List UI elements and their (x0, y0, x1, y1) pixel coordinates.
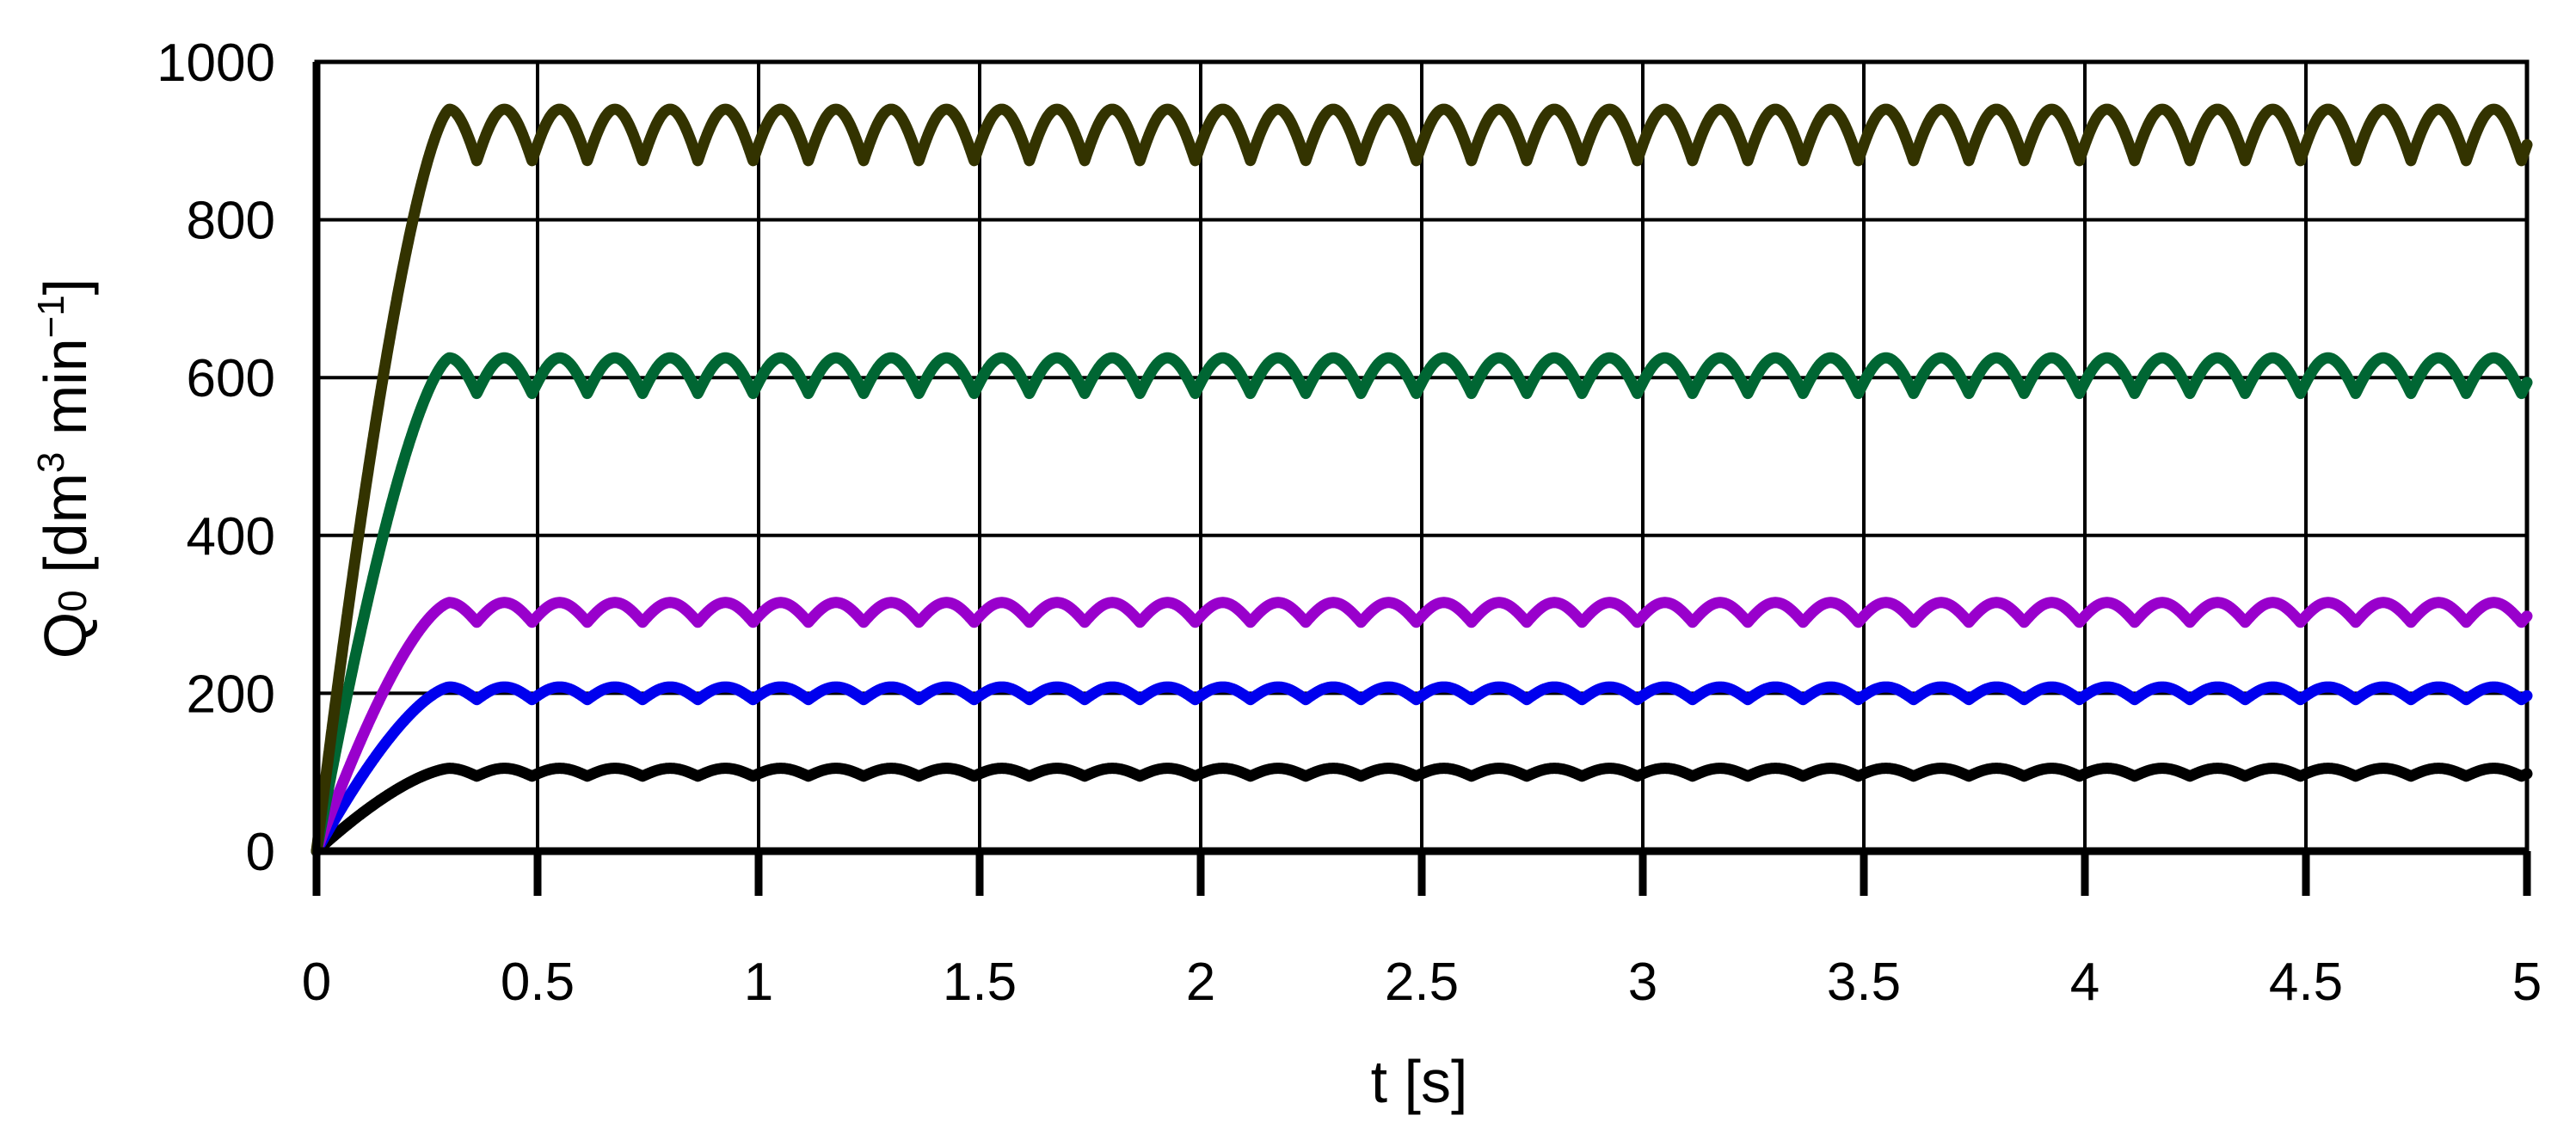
series-line-3 (310, 597, 2533, 857)
y-tick-label: 0 (246, 823, 275, 882)
x-tick-label: 3 (1628, 953, 1657, 1012)
y-axis-title-mid: min (32, 338, 99, 451)
x-tick-labels: 0 0.5 1 1.5 2 2.5 3 3.5 4 4.5 5 (302, 953, 2542, 1012)
y-tick-labels: 0 200 400 600 800 1000 (157, 34, 275, 882)
series-group (310, 103, 2533, 857)
y-axis-title-main: Q (32, 612, 99, 659)
y-axis-title-superscript-2: −1 (30, 295, 72, 338)
y-tick-label: 400 (187, 507, 275, 567)
series-line-4 (310, 352, 2533, 857)
y-axis-title-superscript-1: 3 (30, 452, 72, 473)
y-tick-label: 1000 (157, 34, 275, 93)
x-tick-label: 2 (1186, 953, 1215, 1012)
x-tick-label: 1.5 (943, 953, 1017, 1012)
y-axis-title-bracket-close: ] (32, 279, 99, 295)
grid (314, 59, 2530, 854)
y-tick-label: 600 (187, 349, 275, 408)
x-tick-label: 4 (2070, 953, 2100, 1012)
series-line-1 (310, 763, 2533, 857)
x-tick-label: 4.5 (2269, 953, 2343, 1012)
y-axis-title-bracket-open: [dm (32, 473, 99, 590)
y-axis-title-subscript: 0 (50, 590, 95, 612)
axes (312, 62, 2531, 896)
x-tick-label: 1 (744, 953, 773, 1012)
x-tick-label: 3.5 (1827, 953, 1901, 1012)
y-axis-title: Q0 [dm3 min−1] (30, 279, 99, 659)
x-tick-label: 0 (302, 953, 331, 1012)
y-tick-label: 800 (187, 192, 275, 251)
x-tick-label: 5 (2512, 953, 2542, 1012)
x-axis-title: t [s] (1371, 1048, 1468, 1115)
y-tick-label: 200 (187, 665, 275, 724)
series-line-5 (310, 103, 2533, 857)
series-line-2 (310, 681, 2533, 857)
x-tick-label: 2.5 (1385, 953, 1459, 1012)
x-tick-label: 0.5 (501, 953, 575, 1012)
